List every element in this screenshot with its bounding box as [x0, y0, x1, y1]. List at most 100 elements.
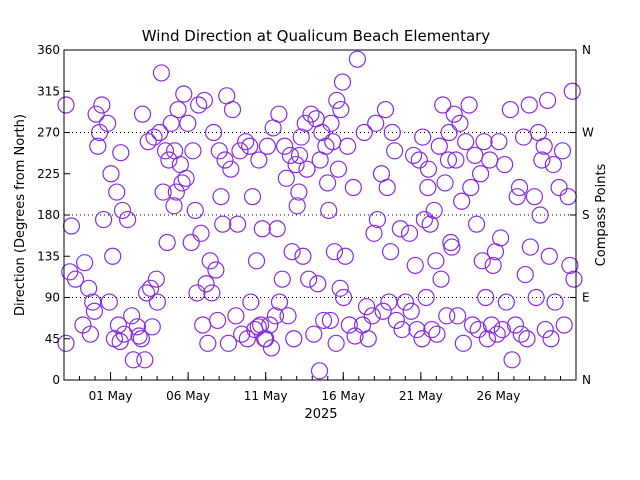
data-point [406, 256, 424, 275]
data-point [376, 100, 395, 119]
data-point [207, 261, 225, 279]
data-point [466, 146, 484, 165]
data-point [381, 243, 400, 261]
data-point [290, 146, 309, 165]
data-point [233, 325, 251, 343]
data-point [270, 293, 289, 311]
data-point [179, 114, 197, 132]
y-tick-label: 225 [37, 167, 60, 181]
grid-lines [64, 132, 576, 298]
data-point [432, 270, 450, 288]
data-point [393, 320, 411, 339]
data-point [109, 316, 128, 334]
data-point [546, 293, 564, 311]
data-point [253, 220, 271, 238]
data-point [279, 307, 297, 325]
data-point [491, 229, 510, 247]
data-point [469, 320, 487, 339]
data-point [329, 160, 348, 178]
y-axis-label: Direction (Degrees from North) [13, 114, 28, 316]
data-point [288, 197, 306, 215]
data-point [481, 151, 499, 169]
data-point [518, 330, 536, 348]
data-point [493, 320, 511, 339]
data-point [80, 279, 98, 297]
data-point [478, 330, 497, 348]
data-point [222, 160, 240, 178]
data-point [128, 318, 146, 336]
data-point [219, 334, 238, 352]
data-point [359, 330, 377, 348]
data-point [100, 293, 118, 311]
data-point [162, 114, 180, 132]
axis-ticks: 0 45 90 135 180 225 270 315 360 N E S W N 01 May 06 May… [37, 43, 594, 403]
data-point [281, 146, 299, 165]
data-point [467, 215, 486, 233]
data-point [348, 50, 366, 68]
data-point [477, 288, 495, 307]
data-point [428, 325, 446, 343]
data-point [283, 243, 301, 261]
data-point [527, 288, 545, 307]
data-point [355, 123, 373, 142]
data-point [363, 307, 381, 325]
data-point [66, 270, 85, 288]
data-point [145, 128, 163, 146]
data-point [169, 100, 187, 119]
data-point [344, 178, 362, 197]
data-point [514, 128, 533, 146]
data-point [471, 165, 490, 183]
data-point [415, 210, 434, 229]
data-point [539, 91, 557, 110]
data-point [160, 151, 178, 169]
data-point [141, 279, 160, 297]
y-tick-label: 90 [45, 291, 60, 305]
data-point [334, 288, 353, 307]
data-point [237, 133, 255, 151]
data-point [85, 302, 104, 320]
data-point [268, 220, 286, 238]
data-point [457, 133, 475, 151]
data-point [285, 330, 303, 348]
x-tick-label: 06 May [166, 389, 210, 403]
data-point [203, 284, 221, 302]
data-point [553, 142, 572, 160]
data-point [542, 330, 560, 348]
data-point [186, 201, 204, 220]
data-point [540, 247, 558, 265]
data-point [443, 238, 461, 256]
data-point [434, 96, 452, 114]
data-point [305, 325, 323, 343]
data-point [90, 123, 109, 142]
data-point [243, 188, 262, 206]
data-point [484, 256, 502, 275]
data-point [216, 151, 234, 169]
data-point [497, 293, 515, 311]
data-point [165, 197, 183, 215]
data-point [320, 201, 338, 220]
data-point [391, 220, 409, 238]
data-point [309, 275, 327, 293]
data-point [266, 307, 285, 325]
data-point [212, 188, 230, 206]
data-point [151, 123, 169, 142]
data-point [462, 178, 480, 197]
data-point [195, 91, 214, 110]
data-point [143, 318, 161, 336]
data-point [57, 96, 75, 114]
data-point [287, 155, 305, 174]
data-point [516, 265, 534, 284]
data-point [427, 252, 445, 270]
data-point [439, 151, 458, 169]
data-point [386, 142, 404, 160]
data-point [84, 293, 102, 311]
data-point [440, 123, 458, 142]
data-point [276, 137, 294, 155]
data-point [503, 351, 521, 369]
data-point [374, 302, 392, 320]
data-point [104, 247, 122, 265]
data-point [544, 155, 562, 174]
data-point [133, 105, 152, 123]
data-point [258, 137, 277, 155]
